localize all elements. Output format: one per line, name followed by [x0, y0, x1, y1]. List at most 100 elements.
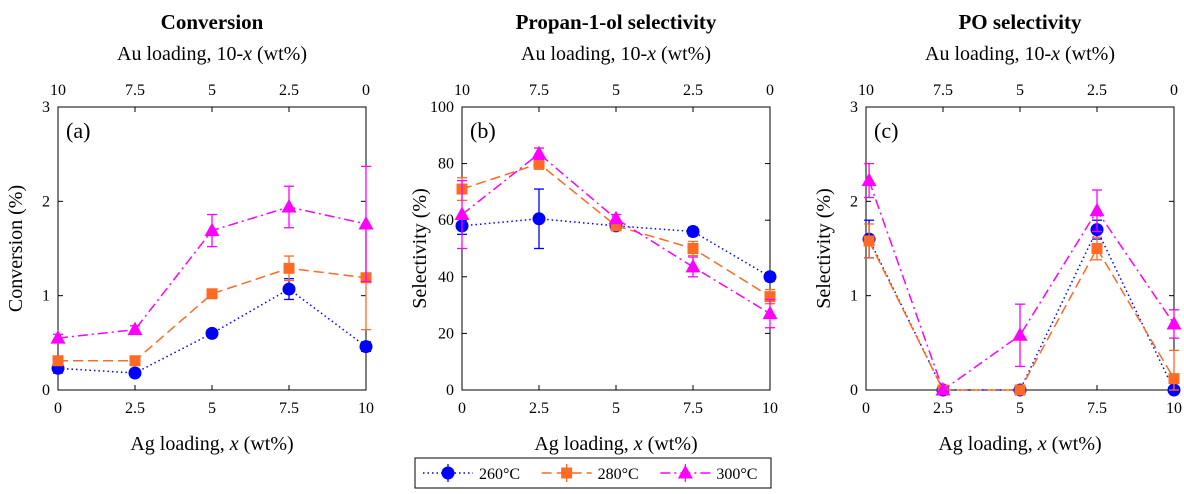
legend-entry: 260°C	[423, 464, 520, 483]
top-tick-label: 2.5	[1087, 82, 1107, 99]
y-tick-label: 0	[446, 382, 454, 399]
panel-3: PO selectivity Au loading, 10-x (wt%) Ag l…	[813, 10, 1182, 455]
y-tick-label: 100	[430, 99, 454, 116]
data-point	[686, 225, 700, 239]
legend-label: 260°C	[479, 466, 520, 483]
y-tick-label: 0	[850, 382, 858, 399]
data-point	[610, 220, 622, 232]
top-tick-label: 2.5	[683, 82, 703, 99]
data-point	[687, 243, 699, 254]
legend-box	[414, 457, 772, 489]
x-tick-label: 2.5	[529, 400, 549, 417]
chart-title: Conversion	[161, 10, 264, 34]
data-point	[1166, 315, 1182, 330]
data-point	[204, 222, 220, 237]
legend-label: 280°C	[598, 466, 639, 483]
y-tick-label: 1	[850, 288, 858, 305]
data-point	[358, 215, 374, 230]
data-point	[1091, 243, 1103, 254]
top-tick-label: 5	[1016, 82, 1024, 99]
series-line	[462, 218, 770, 278]
top-tick-label: 5	[208, 82, 216, 99]
top-axis-label: Au loading, 10-x (wt%)	[117, 43, 307, 65]
data-point	[764, 291, 776, 303]
data-point	[863, 235, 875, 247]
x-tick-label: 0	[862, 400, 870, 417]
series-3	[50, 165, 374, 344]
panel-label: (b)	[470, 118, 496, 143]
data-point	[1168, 373, 1180, 385]
x-tick-label: 5	[1016, 400, 1024, 417]
data-point	[762, 305, 778, 320]
panel-2: Propan-1-ol selectivity Au loading, 10-x …	[409, 10, 778, 455]
x-axis-label: Ag loading, x (wt%)	[938, 433, 1101, 455]
data-point	[685, 258, 701, 273]
legend-marker	[441, 466, 455, 480]
data-point	[763, 270, 777, 284]
x-axis-label: Ag loading, x (wt%)	[130, 433, 293, 455]
data-point	[533, 158, 545, 170]
top-axis-label: Au loading, 10-x (wt%)	[925, 43, 1115, 65]
x-tick-label: 7.5	[279, 400, 299, 417]
top-tick-label: 7.5	[933, 82, 953, 99]
panels: Conversion Au loading, 10-x (wt%) Ag loadi…	[5, 10, 1182, 455]
top-axis-label: Au loading, 10-x (wt%)	[521, 43, 711, 65]
y-tick-label: 1	[42, 288, 50, 305]
chart-title: Propan-1-ol selectivity	[516, 10, 717, 34]
x-tick-label: 2.5	[125, 400, 145, 417]
y-tick-label: 80	[438, 156, 454, 173]
series-3	[861, 162, 1182, 396]
top-tick-label: 10	[50, 82, 66, 99]
x-axis-label: Ag loading, x (wt%)	[534, 433, 697, 455]
y-axis-label: Conversion (%)	[5, 185, 27, 312]
data-point	[129, 355, 141, 367]
top-tick-label: 10	[454, 82, 470, 99]
x-tick-label: 7.5	[683, 400, 703, 417]
series-2	[863, 223, 1180, 396]
data-point	[206, 288, 218, 300]
data-point	[128, 366, 142, 380]
x-tick-label: 5	[208, 400, 216, 417]
series-line	[58, 288, 366, 374]
legend-marker	[561, 467, 573, 479]
series-line	[868, 180, 1174, 392]
data-point	[359, 340, 373, 354]
top-tick-label: 10	[858, 82, 874, 99]
top-tick-label: 0	[1170, 82, 1178, 99]
legend-entry: 300°C	[660, 464, 757, 483]
x-tick-label: 0	[54, 400, 62, 417]
legend-label: 300°C	[716, 466, 757, 483]
series-line	[58, 267, 366, 362]
y-tick-label: 2	[42, 193, 50, 210]
series-3	[454, 145, 778, 329]
data-point	[205, 326, 219, 340]
top-tick-label: 0	[362, 82, 370, 99]
data-point	[281, 198, 297, 213]
data-point	[1014, 384, 1026, 396]
y-tick-label: 60	[438, 212, 454, 229]
y-tick-label: 20	[438, 325, 454, 342]
y-tick-label: 40	[438, 269, 454, 286]
top-tick-label: 5	[612, 82, 620, 99]
y-tick-label: 0	[42, 382, 50, 399]
legend-marker	[677, 465, 693, 479]
data-point	[935, 382, 951, 396]
legend-entry: 280°C	[541, 464, 639, 483]
data-point	[282, 282, 296, 296]
x-tick-label: 5	[612, 400, 620, 417]
data-point	[531, 145, 547, 160]
chart-title: PO selectivity	[958, 10, 1082, 34]
top-tick-label: 7.5	[529, 82, 549, 99]
plot-frame	[57, 106, 367, 391]
x-tick-label: 0	[458, 400, 466, 417]
data-point	[52, 355, 64, 367]
series-line	[462, 152, 770, 315]
data-point	[50, 330, 66, 344]
top-tick-label: 7.5	[125, 82, 145, 99]
data-point	[532, 212, 546, 226]
y-tick-label: 3	[42, 99, 50, 116]
x-tick-label: 10	[358, 400, 374, 417]
panel-label: (a)	[66, 118, 90, 143]
data-point	[283, 262, 295, 274]
